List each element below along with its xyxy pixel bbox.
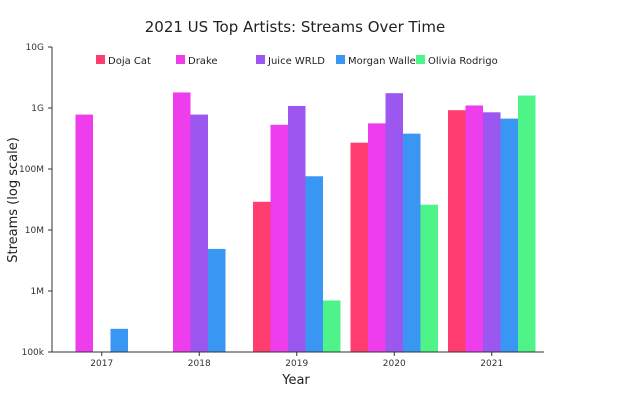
y-tick-label: 100M bbox=[19, 165, 44, 175]
legend-swatch bbox=[256, 55, 265, 64]
chart-title: 2021 US Top Artists: Streams Over Time bbox=[145, 18, 446, 36]
bar-drake-2020 bbox=[368, 123, 386, 352]
bar-doja-cat-2019 bbox=[253, 201, 271, 352]
bar-olivia-rodrigo-2020 bbox=[420, 204, 438, 352]
bar-morgan-wallen-2017 bbox=[110, 328, 128, 352]
y-tick-label: 100k bbox=[22, 348, 45, 358]
x-tick-label: 2018 bbox=[188, 359, 211, 369]
legend-label: Olivia Rodrigo bbox=[428, 56, 498, 67]
bar-doja-cat-2020 bbox=[350, 142, 368, 352]
bar-olivia-rodrigo-2019 bbox=[323, 300, 341, 352]
bar-juice-wrld-2020 bbox=[385, 93, 403, 352]
bar-morgan-wallen-2018 bbox=[208, 248, 226, 352]
bar-juice-wrld-2019 bbox=[288, 105, 306, 352]
y-axis-title: Streams (log scale) bbox=[6, 137, 21, 263]
y-tick-label: 1G bbox=[31, 104, 44, 114]
bar-morgan-wallen-2021 bbox=[500, 118, 518, 352]
bar-drake-2021 bbox=[465, 105, 483, 353]
x-tick-label: 2021 bbox=[480, 359, 503, 369]
legend-swatch bbox=[176, 55, 185, 64]
bar-drake-2019 bbox=[270, 124, 288, 352]
y-ticks: 100k 1M 10M 100M 1G 10G bbox=[19, 43, 52, 358]
bar-morgan-wallen-2020 bbox=[403, 133, 421, 352]
legend-label: Morgan Wallen bbox=[348, 56, 422, 67]
bar-drake-2018 bbox=[173, 92, 191, 352]
bar-doja-cat-2021 bbox=[448, 110, 466, 352]
bar-juice-wrld-2021 bbox=[483, 112, 501, 352]
x-tick-label: 2017 bbox=[90, 359, 113, 369]
legend-swatch bbox=[336, 55, 345, 64]
y-tick-label: 1M bbox=[31, 287, 45, 297]
x-tick-label: 2019 bbox=[285, 359, 308, 369]
x-tick-label: 2020 bbox=[383, 359, 406, 369]
legend: Doja Cat Drake Juice WRLD Morgan Wallen Oliv… bbox=[96, 55, 498, 67]
bars bbox=[75, 92, 536, 353]
bar-morgan-wallen-2019 bbox=[305, 176, 323, 352]
legend-swatch bbox=[416, 55, 425, 64]
bar-drake-2017 bbox=[75, 114, 93, 352]
y-tick-label: 10M bbox=[25, 226, 44, 236]
legend-label: Juice WRLD bbox=[267, 56, 325, 67]
x-ticks: 2017 2018 2019 2020 2021 bbox=[90, 352, 503, 369]
y-tick-label: 10G bbox=[26, 43, 44, 53]
bar-olivia-rodrigo-2021 bbox=[518, 95, 536, 353]
bar-juice-wrld-2018 bbox=[190, 114, 208, 352]
x-axis-title: Year bbox=[281, 373, 310, 388]
legend-label: Drake bbox=[188, 56, 218, 67]
legend-label: Doja Cat bbox=[108, 56, 151, 67]
legend-swatch bbox=[96, 55, 105, 64]
